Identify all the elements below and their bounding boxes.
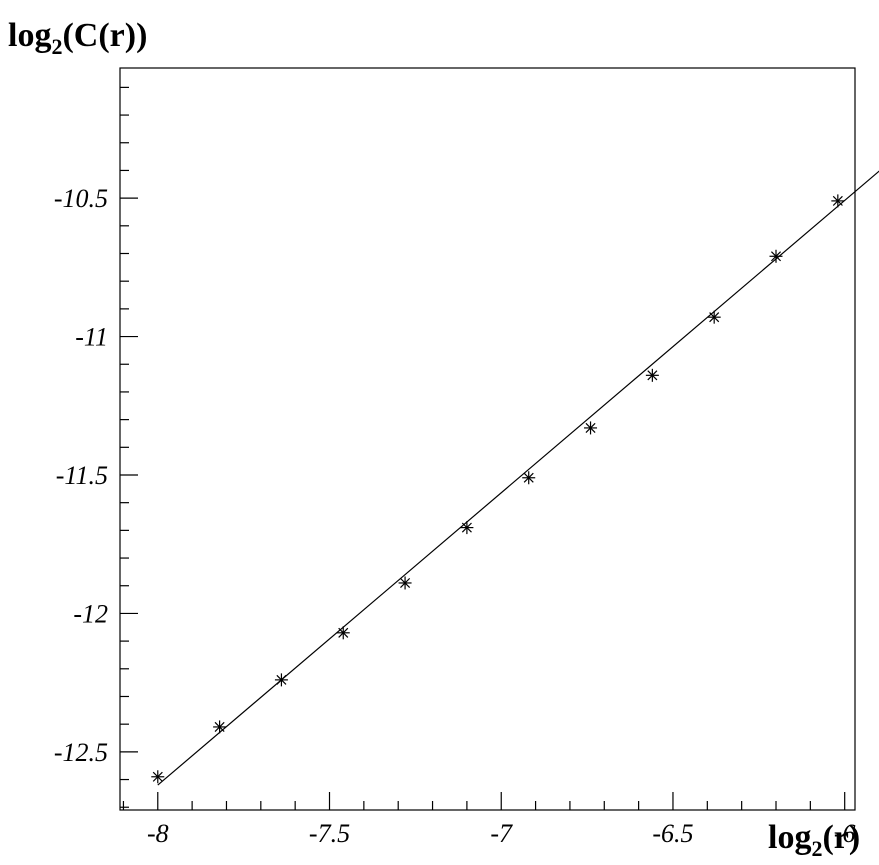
x-tick-label: -6.5 xyxy=(652,819,693,848)
data-point xyxy=(769,249,783,263)
y-axis-title-subscript: 2 xyxy=(51,34,62,59)
y-axis-title: log2(C(r)) xyxy=(8,17,147,59)
x-axis-title-base: log xyxy=(768,819,811,856)
plot-frame xyxy=(119,67,856,811)
data-point xyxy=(274,673,288,687)
x-tick-label: -7.5 xyxy=(309,819,350,848)
y-axis-ticks xyxy=(120,86,138,808)
data-point xyxy=(460,521,474,535)
y-tick-label: -12 xyxy=(73,599,108,628)
x-tick-label: -6 xyxy=(834,819,856,848)
data-point xyxy=(707,310,721,324)
plot-frame-border xyxy=(119,67,856,811)
x-axis-title-subscript: 2 xyxy=(811,836,822,861)
data-point xyxy=(336,626,350,640)
y-tick-label: -10.5 xyxy=(54,184,108,213)
fit-line xyxy=(157,170,879,786)
data-point xyxy=(398,576,412,590)
x-tick-label: -8 xyxy=(147,819,169,848)
y-axis-tick-labels: -12.5 -12 -11.5 -11 -10.5 xyxy=(54,184,108,767)
x-axis-tick-labels: -8 -7.5 -7 -6.5 -6 xyxy=(147,819,856,848)
y-tick-label: -12.5 xyxy=(54,738,108,767)
y-tick-label: -11.5 xyxy=(56,461,108,490)
x-tick-label: -7 xyxy=(490,819,513,848)
data-point xyxy=(151,770,165,784)
x-axis-title-rest: (r) xyxy=(822,819,860,856)
y-axis-title-base: log xyxy=(8,17,51,54)
data-point xyxy=(584,421,598,435)
y-tick-label: -11 xyxy=(75,323,108,352)
data-point xyxy=(213,720,227,734)
y-axis-title-rest: (C(r)) xyxy=(62,17,147,54)
data-point xyxy=(645,368,659,382)
data-point xyxy=(831,194,845,208)
x-axis-title: log2(r) xyxy=(768,819,860,861)
x-axis-ticks xyxy=(122,792,846,810)
data-points xyxy=(151,194,845,784)
data-point xyxy=(522,471,536,485)
fit-line-layer xyxy=(157,170,879,786)
